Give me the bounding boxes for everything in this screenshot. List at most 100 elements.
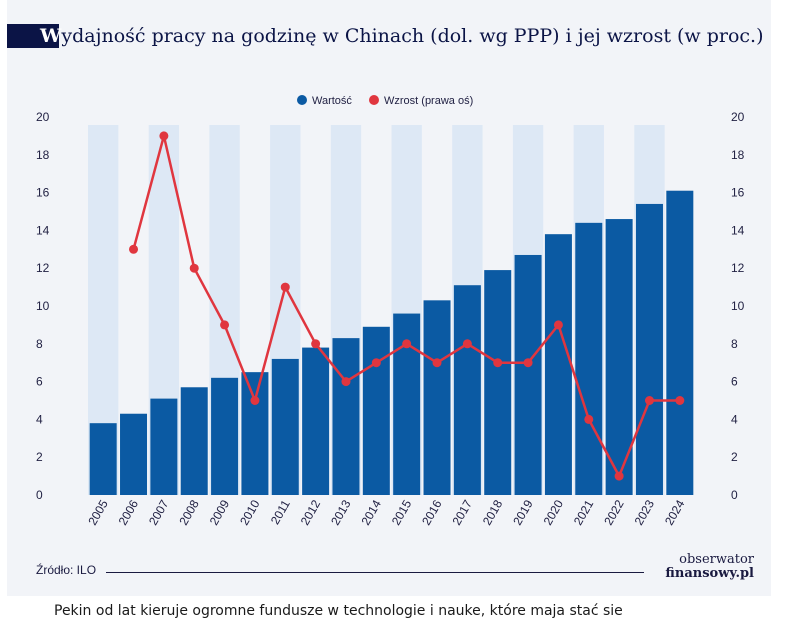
growth-point-2020 xyxy=(553,320,563,330)
bar-2013 xyxy=(332,338,360,495)
right-tick-6: 6 xyxy=(731,375,738,389)
bar-2018 xyxy=(484,270,512,495)
left-tick-12: 12 xyxy=(36,261,50,275)
x-axis: 2005 2006 2007 2008 2009 2010 2011 2012 2013 2014… xyxy=(85,497,687,527)
bar-2022 xyxy=(605,219,633,495)
x-tick-2010: 2010 xyxy=(237,497,263,527)
growth-point-2011 xyxy=(280,282,290,292)
bar-2005 xyxy=(89,423,117,495)
bar-2008 xyxy=(180,387,208,495)
growth-point-2019 xyxy=(523,358,533,368)
growth-point-2006 xyxy=(129,244,139,254)
left-tick-10: 10 xyxy=(36,299,50,313)
x-tick-2012: 2012 xyxy=(298,497,324,527)
legend-marker-line xyxy=(369,95,379,105)
x-tick-2019: 2019 xyxy=(510,497,536,527)
x-tick-2017: 2017 xyxy=(449,497,475,527)
growth-point-2010 xyxy=(250,396,260,405)
left-tick-20: 20 xyxy=(36,110,50,124)
logo-line-2: finansowy.pl xyxy=(665,566,754,581)
growth-point-2015 xyxy=(402,339,412,349)
left-tick-14: 14 xyxy=(36,223,50,237)
x-tick-2007: 2007 xyxy=(146,497,172,527)
left-tick-18: 18 xyxy=(36,148,50,162)
growth-point-2012 xyxy=(311,339,321,349)
x-tick-2008: 2008 xyxy=(176,497,202,527)
bar-2017 xyxy=(453,285,481,495)
growth-point-2017 xyxy=(462,339,472,349)
growth-point-2024 xyxy=(675,396,685,405)
growth-point-2008 xyxy=(189,263,199,273)
bars xyxy=(89,190,694,495)
right-tick-8: 8 xyxy=(731,337,738,351)
bar-2010 xyxy=(241,372,269,495)
bar-2011 xyxy=(271,358,299,495)
bar-2019 xyxy=(514,254,542,495)
bar-2024 xyxy=(666,190,694,495)
left-tick-6: 6 xyxy=(36,375,43,389)
right-tick-20: 20 xyxy=(731,110,745,124)
growth-point-2013 xyxy=(341,377,351,387)
chart-title: Wydajność pracy na godzinę w Chinach (do… xyxy=(40,22,764,50)
right-tick-0: 0 xyxy=(731,488,738,502)
legend-label-line: Wzrost (prawa oś) xyxy=(384,95,473,107)
right-tick-18: 18 xyxy=(731,148,745,162)
right-tick-2: 2 xyxy=(731,450,738,464)
x-tick-2014: 2014 xyxy=(358,497,384,527)
legend: Wartość Wzrost (prawa oś) xyxy=(297,95,473,107)
title-accent-block xyxy=(7,24,59,48)
x-tick-2018: 2018 xyxy=(480,497,506,527)
left-tick-2: 2 xyxy=(36,450,43,464)
growth-point-2022 xyxy=(614,471,624,481)
growth-point-2016 xyxy=(432,358,442,368)
right-tick-12: 12 xyxy=(731,261,745,275)
growth-point-2014 xyxy=(371,358,381,368)
right-axis: 0 2 4 6 8 10 12 14 16 18 20 xyxy=(731,110,745,502)
title-text: ydajność pracy na godzinę w Chinach (dol… xyxy=(61,25,764,47)
growth-point-2007 xyxy=(159,131,169,141)
chart: 0 2 4 6 8 10 12 14 16 18 20 0 2 4 6 8 10 12 14 16 18 20 2005… xyxy=(36,95,745,528)
left-tick-0: 0 xyxy=(36,488,43,502)
left-tick-4: 4 xyxy=(36,412,43,426)
x-tick-2009: 2009 xyxy=(207,497,233,527)
right-tick-10: 10 xyxy=(731,299,745,313)
x-tick-2023: 2023 xyxy=(632,497,658,527)
bar-2007 xyxy=(150,398,178,495)
x-tick-2022: 2022 xyxy=(601,497,627,527)
title-first-letter: W xyxy=(40,25,62,47)
x-tick-2021: 2021 xyxy=(571,497,597,527)
x-tick-2016: 2016 xyxy=(419,497,445,527)
x-tick-2006: 2006 xyxy=(116,497,142,527)
x-tick-2005: 2005 xyxy=(85,497,111,527)
logo-line-1: obserwator xyxy=(679,552,754,567)
bar-2014 xyxy=(362,326,390,495)
x-tick-2015: 2015 xyxy=(389,497,415,527)
right-tick-14: 14 xyxy=(731,223,745,237)
source-note: Źródło: ILO xyxy=(36,563,97,577)
left-tick-16: 16 xyxy=(36,186,50,200)
left-axis: 0 2 4 6 8 10 12 14 16 18 20 xyxy=(36,110,50,502)
x-tick-2011: 2011 xyxy=(268,497,293,527)
legend-label-bars: Wartość xyxy=(312,95,352,107)
growth-point-2021 xyxy=(584,414,594,424)
left-tick-8: 8 xyxy=(36,337,43,351)
x-tick-2024: 2024 xyxy=(662,497,688,527)
source-divider xyxy=(106,572,644,573)
legend-marker-bars xyxy=(297,95,307,105)
bar-2016 xyxy=(423,300,451,495)
bar-2023 xyxy=(635,203,663,495)
x-tick-2013: 2013 xyxy=(328,497,354,527)
bar-2006 xyxy=(120,413,148,495)
growth-line xyxy=(129,131,685,481)
growth-point-2018 xyxy=(493,358,503,368)
right-tick-4: 4 xyxy=(731,412,738,426)
growth-point-2009 xyxy=(220,320,230,330)
bar-2009 xyxy=(211,377,239,495)
bar-2021 xyxy=(575,222,603,495)
bar-2020 xyxy=(544,234,572,495)
growth-point-2023 xyxy=(644,396,654,405)
right-tick-16: 16 xyxy=(731,186,745,200)
publisher-logo: obserwator finansowy.pl xyxy=(648,553,754,581)
article-caption: Pekin od lat kieruje ogromne fundusze w … xyxy=(54,603,623,619)
x-tick-2020: 2020 xyxy=(541,497,567,527)
